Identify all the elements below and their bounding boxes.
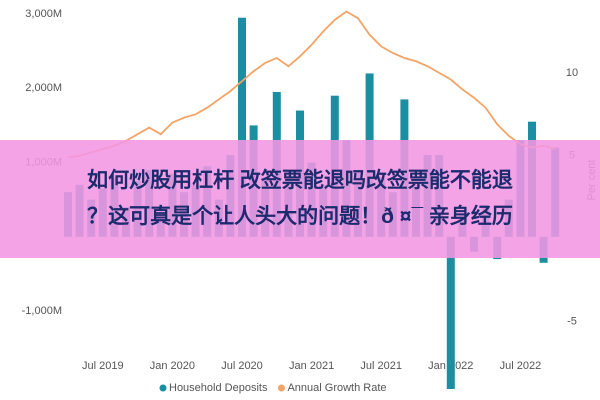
legend-swatch	[159, 384, 167, 392]
bar	[238, 17, 246, 237]
line	[67, 10, 556, 159]
x-tick-label: Jan 2021	[289, 360, 334, 372]
x-tick-label: Jul 2021	[360, 360, 402, 372]
legend-label: Household Deposits	[169, 382, 268, 394]
x-tick-label: Jul 2020	[221, 360, 263, 372]
x-tick-label: Jul 2019	[82, 360, 124, 372]
y-tick-label: -1,000M	[22, 305, 62, 317]
legend-label: Annual Growth Rate	[287, 382, 386, 394]
banner-line: 如何炒股用杠杆 改签票能退吗改签票能不能退	[87, 169, 513, 192]
y2-tick-label: 10	[566, 67, 578, 79]
y-tick-label: 2,000M	[25, 82, 62, 94]
banner: 如何炒股用杠杆 改签票能退吗改签票能不能退 ？这可真是个让人头大的问题！ð ¤¯…	[0, 140, 600, 258]
bar	[446, 236, 455, 389]
legend-swatch	[277, 384, 285, 392]
y-tick-label: 3,000M	[25, 8, 62, 20]
x-tick-label: Jan 2020	[150, 360, 195, 372]
x-tick-label: Jul 2022	[500, 360, 542, 372]
banner-line: ？这可真是个让人头大的问题！ð ¤¯ 亲身经历	[87, 205, 513, 228]
y2-tick-label: -5	[567, 315, 577, 327]
